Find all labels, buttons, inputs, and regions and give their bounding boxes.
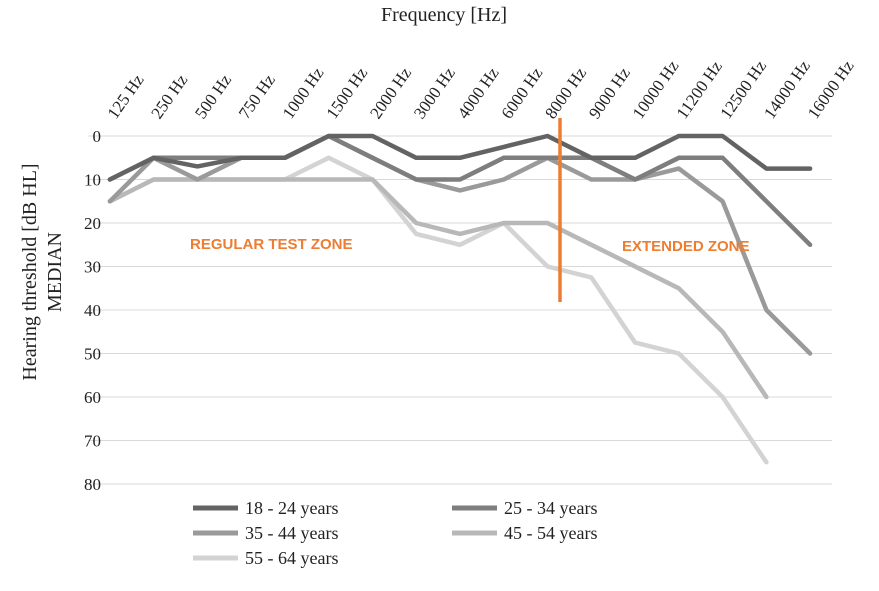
legend: 18 - 24 years 25 - 34 years 35 - 44 years 4… xyxy=(193,498,597,568)
y-tick-label: 10 xyxy=(84,171,101,190)
y-axis-label-line-1: Hearing threshold [dB HL] xyxy=(19,163,41,380)
y-tick-label: 40 xyxy=(84,301,101,320)
x-tick-label: 6000 Hz xyxy=(497,63,546,122)
x-tick-label: 16000 Hz xyxy=(804,56,858,122)
chart-title: Frequency [Hz] xyxy=(381,4,507,26)
x-tick-label: 3000 Hz xyxy=(410,63,459,122)
y-tick-label: 50 xyxy=(84,345,101,364)
y-tick-label: 20 xyxy=(84,214,101,233)
x-tick-label: 8000 Hz xyxy=(541,63,590,122)
legend-label: 18 - 24 years xyxy=(245,498,338,518)
series-lines xyxy=(107,133,813,465)
y-tick-label: 0 xyxy=(93,127,102,146)
x-tick-label: 750 Hz xyxy=(235,70,279,122)
series-line-18-24 xyxy=(107,133,813,182)
legend-label: 45 - 54 years xyxy=(504,523,597,543)
y-tick-labels: 0 10 20 30 40 50 60 70 80 xyxy=(84,127,101,494)
y-tick-label: 60 xyxy=(84,388,101,407)
legend-label: 55 - 64 years xyxy=(245,548,338,568)
y-tick-label: 30 xyxy=(84,258,101,277)
y-tick-label: 70 xyxy=(84,432,101,451)
annotation-extended-zone: EXTENDED ZONE xyxy=(622,238,750,255)
x-tick-label: 4000 Hz xyxy=(454,63,503,122)
x-tick-label: 2000 Hz xyxy=(366,63,415,122)
legend-label: 35 - 44 years xyxy=(245,523,338,543)
x-tick-label: 125 Hz xyxy=(104,70,148,122)
legend-label: 25 - 34 years xyxy=(504,498,597,518)
annotation-regular-test-zone: REGULAR TEST ZONE xyxy=(190,236,353,253)
x-tick-label: 1500 Hz xyxy=(322,63,371,122)
y-axis-label-line-2: MEDIAN xyxy=(44,232,66,312)
x-tick-label: 500 Hz xyxy=(191,70,235,122)
series-line-35-44 xyxy=(107,133,813,356)
series-line-45-54 xyxy=(107,177,769,400)
x-tick-label: 250 Hz xyxy=(147,70,191,122)
x-tick-label: 1000 Hz xyxy=(279,63,328,122)
series-line-25-34 xyxy=(107,133,813,248)
y-tick-label: 80 xyxy=(84,475,101,494)
x-tick-label: 9000 Hz xyxy=(585,63,634,122)
